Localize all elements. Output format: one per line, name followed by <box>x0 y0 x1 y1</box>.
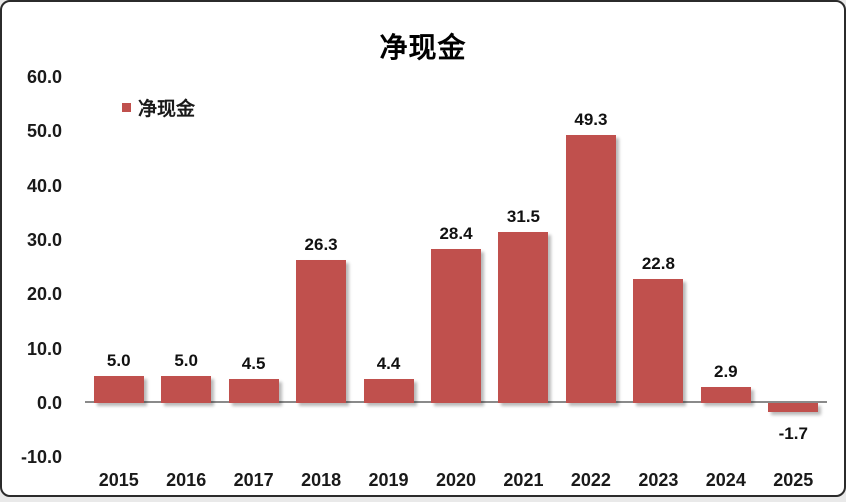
bar <box>565 135 616 403</box>
y-tick-label: 40.0 <box>26 175 62 196</box>
legend-swatch-icon <box>122 103 131 112</box>
bar-value-label: 4.4 <box>376 354 401 374</box>
y-tick-label: 0.0 <box>36 393 62 413</box>
y-tick-label: 30.0 <box>26 229 62 250</box>
bar <box>363 379 414 403</box>
x-tick-label: 2023 <box>638 470 679 490</box>
bar <box>161 375 212 403</box>
x-tick-label: 2015 <box>98 470 139 490</box>
bar <box>93 375 144 403</box>
bar-value-label: 49.3 <box>574 110 608 130</box>
x-tick-label: 2017 <box>233 470 274 490</box>
legend-label: 净现金 <box>138 99 196 120</box>
bar-value-label: 5.0 <box>106 350 131 370</box>
bar-value-label: 4.5 <box>241 353 266 373</box>
bar-value-label: 28.4 <box>439 223 473 243</box>
bar <box>498 231 549 403</box>
y-tick-label: 10.0 <box>26 338 62 359</box>
y-tick-label: 60.0 <box>26 66 62 87</box>
y-tick-label: -10.0 <box>20 447 62 468</box>
x-tick-label: 2024 <box>705 470 746 490</box>
bar-value-label: 22.8 <box>641 254 675 274</box>
bar <box>633 279 684 403</box>
x-tick-label: 2025 <box>773 470 814 490</box>
x-tick-label: 2020 <box>435 470 477 490</box>
bar <box>768 403 819 413</box>
x-tick-label: 2019 <box>368 470 409 490</box>
bar-value-label: 5.0 <box>174 350 198 370</box>
x-tick-label: 2021 <box>503 470 544 490</box>
x-tick-label: 2022 <box>570 470 611 490</box>
bar <box>228 378 279 403</box>
bar <box>431 248 481 403</box>
bar-value-label: 26.3 <box>304 235 338 255</box>
bar <box>700 387 751 403</box>
x-tick-label: 2018 <box>301 470 342 490</box>
y-tick-label: 50.0 <box>26 121 62 142</box>
x-tick-label: 2016 <box>166 470 207 490</box>
bar-value-label: 2.9 <box>713 362 738 382</box>
bar-value-label: -1.7 <box>778 424 808 444</box>
bar-value-label: 31.5 <box>506 206 540 226</box>
plot-area: 60.0 50.0 40.0 30.0 20.0 10.0 0.0 -10.0 5.0 2015 5… <box>2 2 844 495</box>
legend: 净现金 <box>122 94 195 121</box>
y-tick-label: 20.0 <box>26 284 62 305</box>
bar <box>296 260 347 403</box>
chart-title: 净现金 <box>379 32 467 63</box>
